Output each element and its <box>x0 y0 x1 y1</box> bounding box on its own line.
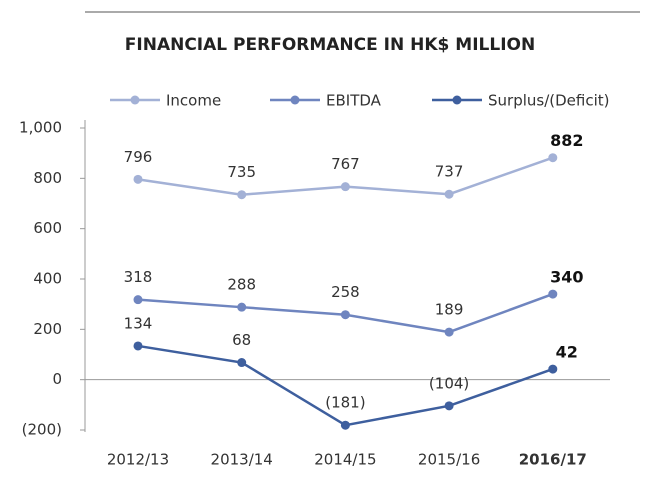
legend-label: EBITDA <box>326 92 382 110</box>
point <box>133 174 143 184</box>
point <box>340 182 350 192</box>
point <box>133 341 143 351</box>
point <box>237 302 247 312</box>
data-label: (181) <box>325 394 365 412</box>
legend-marker <box>130 95 140 105</box>
data-label: 42 <box>556 343 578 362</box>
data-label: (104) <box>429 374 469 392</box>
legend-marker <box>452 95 462 105</box>
point <box>237 358 247 368</box>
x-tick-label: 2015/16 <box>418 451 480 469</box>
y-tick-label: 400 <box>33 270 62 288</box>
point <box>237 190 247 200</box>
data-label: 767 <box>331 155 360 173</box>
data-label: 796 <box>124 148 153 166</box>
data-label: 735 <box>227 163 256 181</box>
data-label: 882 <box>550 131 583 150</box>
y-tick-label: 1,000 <box>19 119 62 137</box>
legend-label: Income <box>166 92 221 110</box>
y-tick-label: (200) <box>22 421 62 439</box>
data-label: 737 <box>435 163 464 181</box>
point <box>133 295 143 305</box>
x-tick-label: 2012/13 <box>107 451 169 469</box>
point <box>340 310 350 320</box>
point <box>444 327 454 337</box>
point <box>340 420 350 430</box>
data-label: 189 <box>435 301 464 319</box>
point <box>444 189 454 199</box>
x-tick-label: 2014/15 <box>314 451 376 469</box>
point <box>548 364 558 374</box>
series-line <box>137 344 554 427</box>
x-tick-label: 2013/14 <box>211 451 273 469</box>
legend-marker <box>290 95 300 105</box>
data-label: 318 <box>124 268 153 286</box>
legend-label: Surplus/(Deficit) <box>488 92 610 110</box>
data-label: 288 <box>227 276 256 294</box>
point <box>444 401 454 411</box>
y-tick-label: 800 <box>33 169 62 187</box>
data-label: 68 <box>232 331 251 349</box>
data-label: 258 <box>331 283 360 301</box>
x-tick-label: 2016/17 <box>519 451 587 469</box>
y-tick-label: 200 <box>33 320 62 338</box>
chart-title: FINANCIAL PERFORMANCE IN HK$ MILLION <box>125 35 535 55</box>
data-label: 340 <box>550 268 583 287</box>
y-tick-label: 600 <box>33 219 62 237</box>
y-tick-label: 0 <box>52 370 62 388</box>
data-label: 134 <box>124 314 153 332</box>
point <box>548 289 558 299</box>
point <box>548 153 558 163</box>
